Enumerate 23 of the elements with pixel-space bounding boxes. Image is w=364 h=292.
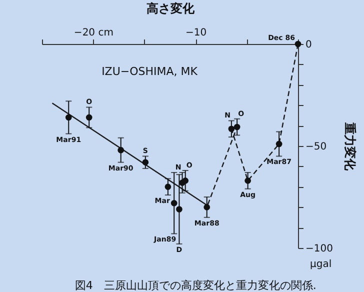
point: [244, 178, 251, 184]
point: [86, 114, 92, 121]
point: [176, 206, 182, 212]
point: [118, 146, 124, 154]
y-tick-label: 0: [306, 40, 312, 50]
point: [276, 140, 282, 148]
point: [228, 126, 235, 132]
x-axis-title: 高さ変化: [146, 2, 196, 16]
y-tick-label: −50: [306, 142, 327, 152]
point: [142, 159, 149, 166]
y-tick-label: −100: [306, 244, 333, 254]
point: [65, 114, 72, 121]
x-tick-label: −10: [186, 28, 207, 38]
point: [170, 200, 178, 206]
point: [182, 178, 189, 184]
x-tick-label: −20 cm: [74, 28, 114, 38]
point: [234, 124, 240, 130]
point: [204, 204, 210, 210]
point: [164, 184, 172, 190]
text: μgal: [310, 259, 332, 270]
caption: 図4 三原山山頂での高度変化と重力変化の関係.: [74, 279, 316, 292]
annotation: IZU−OSHIMA, MK: [102, 65, 198, 78]
y-axis-title: 重力変化: [342, 122, 357, 172]
